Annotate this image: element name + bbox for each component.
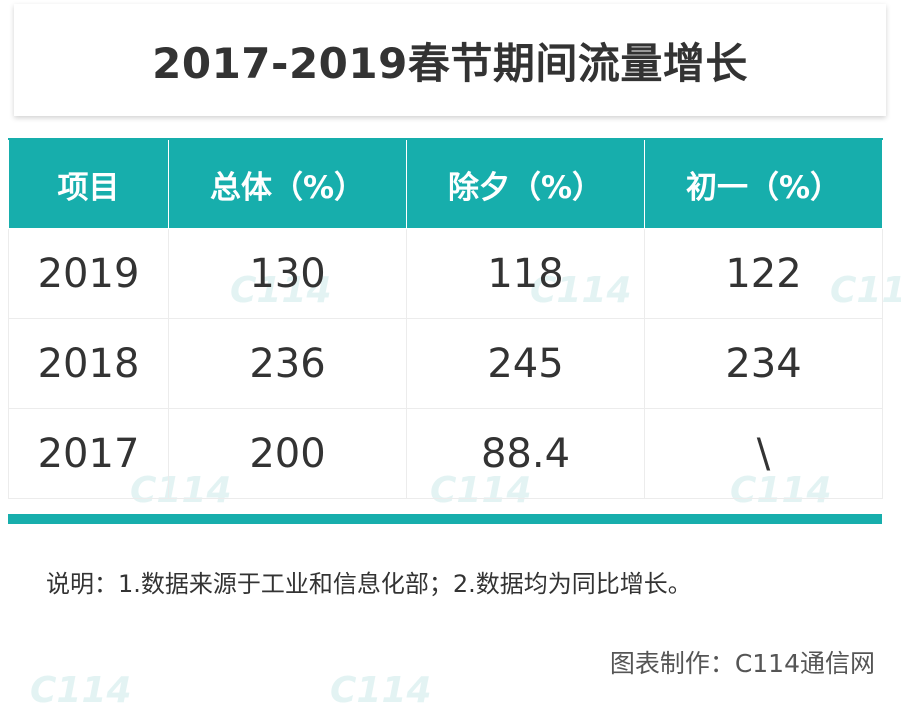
table-cell-total: 200	[168, 408, 407, 499]
credit: 图表制作：C114通信网	[609, 649, 875, 678]
footnote: 说明：1.数据来源于工业和信息化部；2.数据均为同比增长。	[46, 570, 692, 598]
table-bottom-bar	[8, 514, 882, 524]
data-table: 项目 总体（%） 除夕（%） 初一（%） 2019 130 118 122 20…	[8, 138, 883, 499]
table-cell-eve: 88.4	[406, 408, 645, 499]
table-cell-day-one: \	[644, 408, 883, 499]
table-cell-day-one: 234	[644, 318, 883, 409]
table-row: 2018 236 245 234	[8, 318, 883, 409]
column-header-eve: 除夕（%）	[406, 138, 645, 229]
title-box: 2017-2019春节期间流量增长	[14, 4, 886, 116]
chart-title: 2017-2019春节期间流量增长	[152, 38, 748, 88]
table-cell-total: 236	[168, 318, 407, 409]
table-cell-year: 2019	[8, 228, 169, 319]
watermark-logo: C114	[330, 670, 432, 711]
table-cell-year: 2017	[8, 408, 169, 499]
table-cell-day-one: 122	[644, 228, 883, 319]
watermark-logo: C114	[30, 670, 132, 711]
table-cell-year: 2018	[8, 318, 169, 409]
table-header-row: 项目 总体（%） 除夕（%） 初一（%）	[8, 138, 883, 229]
table-cell-total: 130	[168, 228, 407, 319]
table-row: 2019 130 118 122	[8, 228, 883, 319]
column-header-total: 总体（%）	[168, 138, 407, 229]
column-header-item: 项目	[8, 138, 169, 229]
table-cell-eve: 245	[406, 318, 645, 409]
table-cell-eve: 118	[406, 228, 645, 319]
column-header-day-one: 初一（%）	[644, 138, 883, 229]
table-row: 2017 200 88.4 \	[8, 408, 883, 499]
